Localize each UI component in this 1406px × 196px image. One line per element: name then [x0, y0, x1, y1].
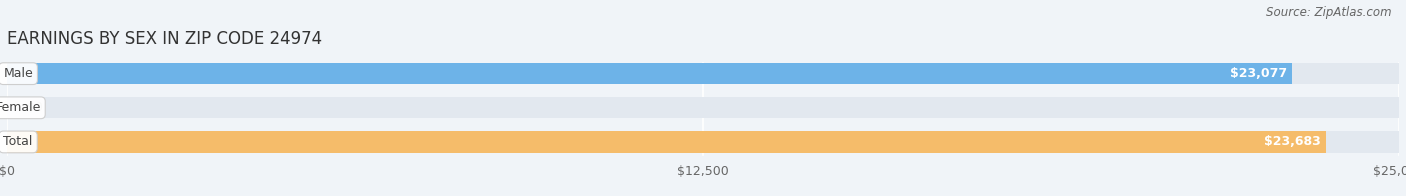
Text: $0: $0: [27, 101, 42, 114]
Text: Source: ZipAtlas.com: Source: ZipAtlas.com: [1267, 6, 1392, 19]
Text: Male: Male: [3, 67, 32, 80]
Text: Total: Total: [3, 135, 32, 148]
Bar: [7, 131, 1399, 152]
Bar: [7, 63, 1292, 84]
Text: Female: Female: [0, 101, 41, 114]
Text: $23,683: $23,683: [1264, 135, 1322, 148]
Bar: [7, 131, 1326, 152]
Text: $23,077: $23,077: [1230, 67, 1288, 80]
Text: EARNINGS BY SEX IN ZIP CODE 24974: EARNINGS BY SEX IN ZIP CODE 24974: [7, 30, 322, 48]
Bar: [7, 97, 1399, 118]
Bar: [7, 63, 1399, 84]
